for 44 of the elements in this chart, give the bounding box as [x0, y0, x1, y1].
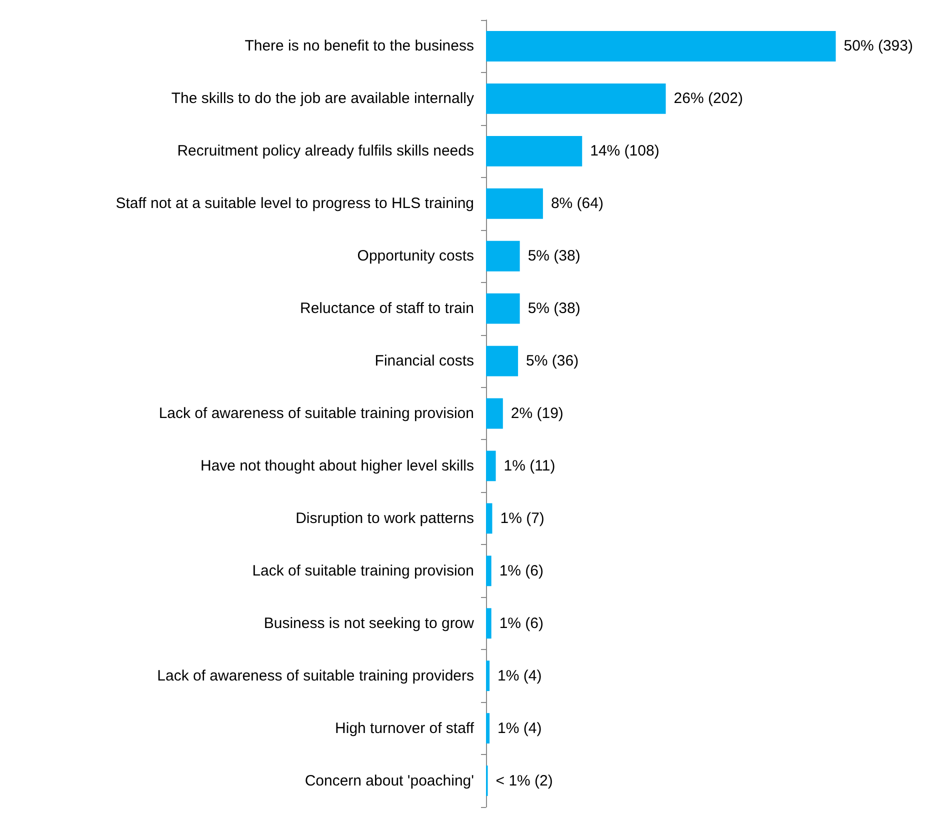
- bar: [486, 31, 836, 62]
- data-label: 1% (7): [500, 510, 544, 527]
- bar: [486, 188, 543, 219]
- data-label: 5% (38): [528, 248, 580, 265]
- data-label: 2% (19): [510, 405, 564, 422]
- data-label: 50% (393): [844, 38, 913, 55]
- bar: [486, 608, 492, 639]
- y-tick-label: High turnover of staff: [335, 720, 475, 737]
- y-tick-label: Disruption to work patterns: [296, 510, 474, 527]
- data-label: < 1% (2): [496, 772, 553, 790]
- bar: [486, 556, 492, 586]
- data-label: 1% (11): [504, 457, 556, 474]
- y-tick-label: Recruitment policy already fulfils skills needs: [177, 142, 474, 160]
- bar: [486, 293, 520, 324]
- y-tick-label: Lack of awareness of suitable training providers: [157, 667, 474, 684]
- data-label: 1% (4): [498, 720, 542, 737]
- bar: [486, 503, 492, 534]
- y-tick-label: Staff not at a suitable level to progress to HLS training: [116, 195, 474, 212]
- y-tick-label: Lack of awareness of suitable training provision: [158, 405, 474, 422]
- data-label: 14% (108): [590, 142, 660, 160]
- bar: [486, 136, 582, 166]
- data-label: 5% (38): [528, 300, 580, 318]
- y-tick-label: Business is not seeking to grow: [264, 614, 474, 632]
- data-label: 26% (202): [674, 90, 743, 108]
- data-label: 1% (4): [498, 667, 542, 684]
- data-label: 5% (36): [526, 352, 579, 370]
- y-tick-label: Have not thought about higher level skills: [200, 457, 474, 474]
- y-tick-label: Opportunity costs: [357, 248, 474, 265]
- data-label: 1% (6): [499, 562, 544, 580]
- data-label: 8% (64): [550, 195, 604, 212]
- bar: [486, 660, 490, 692]
- bar: [486, 83, 666, 114]
- y-tick-label: Concern about 'poaching': [304, 772, 474, 790]
- y-tick-label: There is no benefit to the business: [244, 38, 474, 55]
- bar: [486, 240, 520, 272]
- y-tick-label: The skills to do the job are available internally: [171, 90, 474, 108]
- bar: [486, 346, 518, 376]
- bar: [486, 713, 490, 744]
- y-tick-label: Lack of suitable training provision: [252, 562, 474, 580]
- y-tick-label: Financial costs: [374, 352, 474, 370]
- data-label: 1% (6): [499, 614, 544, 632]
- bar: [486, 450, 496, 482]
- y-tick-label: Reluctance of staff to train: [300, 300, 474, 318]
- bar: [486, 398, 503, 429]
